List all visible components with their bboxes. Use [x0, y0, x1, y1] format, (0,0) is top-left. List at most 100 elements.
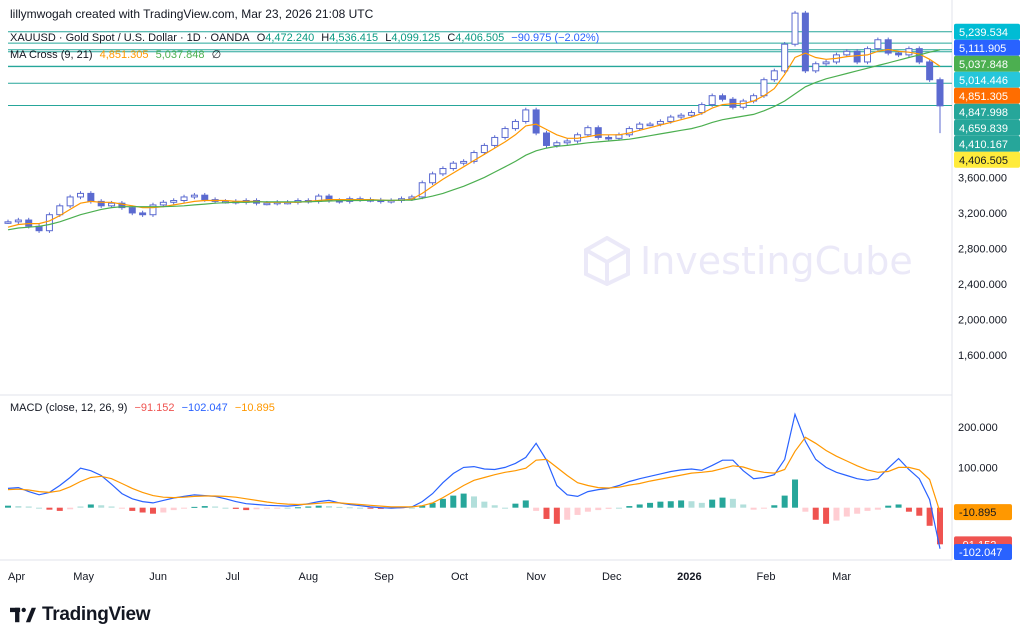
- candle[interactable]: [480, 143, 488, 155]
- candle[interactable]: [429, 171, 437, 185]
- macd-hist-bar[interactable]: [346, 507, 353, 509]
- macd-hist-bar[interactable]: [481, 501, 488, 508]
- macd-hist-bar[interactable]: [336, 506, 343, 508]
- macd-hist-bar[interactable]: [25, 506, 32, 508]
- macd-hist-bar[interactable]: [502, 507, 509, 509]
- macd-hist-bar[interactable]: [874, 507, 881, 510]
- candle[interactable]: [139, 210, 147, 217]
- candle[interactable]: [687, 110, 695, 118]
- candle[interactable]: [874, 37, 882, 51]
- macd-legend[interactable]: MACD (close, 12, 26, 9) −91.152 −102.047…: [10, 402, 279, 414]
- price-tag[interactable]: 5,111.905: [954, 39, 1020, 56]
- candle[interactable]: [791, 10, 799, 47]
- macd-hist-bar[interactable]: [118, 507, 125, 509]
- macd-hist-bar[interactable]: [471, 496, 477, 508]
- candle[interactable]: [542, 130, 550, 148]
- candle[interactable]: [646, 121, 654, 127]
- macd-hist-bar[interactable]: [823, 507, 830, 524]
- candle[interactable]: [884, 37, 892, 56]
- candle[interactable]: [491, 135, 499, 148]
- macd-hist-bar[interactable]: [460, 493, 467, 508]
- candle[interactable]: [97, 199, 105, 209]
- macd-hist-bar[interactable]: [222, 507, 229, 509]
- macd-hist-bar[interactable]: [67, 507, 74, 510]
- candle[interactable]: [812, 61, 820, 74]
- candle[interactable]: [822, 59, 830, 66]
- macd-hist-bar[interactable]: [129, 507, 136, 511]
- candle[interactable]: [149, 202, 157, 217]
- price-tag[interactable]: 4,406.505: [954, 151, 1020, 168]
- macd-hist-bar[interactable]: [522, 500, 529, 508]
- macd-hist-bar[interactable]: [615, 507, 622, 509]
- candle[interactable]: [801, 10, 809, 74]
- price-tag[interactable]: 4,847.998: [954, 103, 1020, 120]
- macd-hist-bar[interactable]: [574, 507, 581, 515]
- candle[interactable]: [439, 166, 447, 177]
- macd-hist-bar[interactable]: [160, 507, 167, 513]
- price-tag[interactable]: 5,037.848: [954, 55, 1020, 72]
- macd-tag[interactable]: -10.895: [954, 504, 1012, 521]
- macd-hist-bar[interactable]: [864, 507, 871, 511]
- macd-hist-bar[interactable]: [854, 507, 861, 514]
- macd-hist-bar[interactable]: [15, 506, 22, 508]
- macd-hist-bar[interactable]: [512, 503, 519, 508]
- macd-hist-bar[interactable]: [149, 507, 156, 514]
- candle[interactable]: [170, 198, 178, 205]
- candle[interactable]: [770, 68, 778, 82]
- macd-hist-bar[interactable]: [408, 507, 415, 509]
- macd-hist-bar[interactable]: [212, 506, 219, 508]
- candle[interactable]: [926, 59, 934, 82]
- macd-hist-bar[interactable]: [170, 507, 177, 511]
- macd-hist-bar[interactable]: [678, 500, 685, 508]
- macd-hist-bar[interactable]: [253, 507, 260, 510]
- macd-hist-bar[interactable]: [916, 507, 923, 516]
- macd-hist-bar[interactable]: [36, 507, 43, 509]
- ma-fast-line[interactable]: [7, 48, 941, 228]
- candle[interactable]: [677, 113, 685, 120]
- tradingview-logo[interactable]: TradingView: [10, 604, 151, 626]
- macd-hist-bar[interactable]: [56, 507, 63, 511]
- candle[interactable]: [418, 180, 426, 200]
- candle[interactable]: [470, 150, 478, 164]
- macd-hist-bar[interactable]: [294, 507, 301, 509]
- macd-hist-bar[interactable]: [926, 507, 933, 526]
- macd-hist-bar[interactable]: [191, 506, 198, 508]
- macd-hist-bar[interactable]: [729, 498, 736, 508]
- macd-hist-bar[interactable]: [843, 507, 850, 517]
- candle[interactable]: [190, 192, 198, 200]
- macd-hist-bar[interactable]: [243, 507, 250, 511]
- candle[interactable]: [625, 126, 633, 138]
- macd-line[interactable]: [7, 412, 941, 549]
- macd-hist-bar[interactable]: [439, 498, 446, 508]
- candle[interactable]: [159, 200, 167, 208]
- macd-hist-bar[interactable]: [429, 502, 436, 508]
- candle[interactable]: [719, 93, 727, 102]
- macd-hist-bar[interactable]: [201, 506, 208, 508]
- price-tag[interactable]: 5,014.446: [954, 71, 1020, 88]
- macd-hist-bar[interactable]: [937, 507, 943, 545]
- ma-slow-line[interactable]: [7, 49, 941, 231]
- candle[interactable]: [843, 49, 851, 58]
- macd-hist-bar[interactable]: [77, 506, 84, 508]
- candle[interactable]: [45, 212, 53, 233]
- macd-hist-bar[interactable]: [357, 507, 364, 509]
- macd-hist-bar[interactable]: [533, 507, 540, 511]
- macd-hist-bar[interactable]: [584, 507, 591, 512]
- candle[interactable]: [180, 194, 188, 203]
- price-tag[interactable]: 4,659.839: [954, 119, 1020, 136]
- candle[interactable]: [563, 138, 571, 146]
- price-tag[interactable]: 5,239.534: [954, 23, 1020, 40]
- candle[interactable]: [449, 160, 457, 171]
- candle[interactable]: [584, 125, 592, 138]
- macd-hist-bar[interactable]: [688, 501, 695, 508]
- macd-hist-bar[interactable]: [698, 502, 705, 508]
- price-tag[interactable]: 4,851.305: [954, 87, 1020, 104]
- macd-hist-bar[interactable]: [315, 505, 322, 508]
- symbol-legend[interactable]: XAUUSD · Gold Spot / U.S. Dollar · 1D · …: [10, 32, 603, 44]
- candle[interactable]: [511, 119, 519, 131]
- candle[interactable]: [708, 93, 716, 107]
- macd-hist-bar[interactable]: [740, 504, 747, 508]
- macd-hist-bar[interactable]: [802, 507, 809, 512]
- candle[interactable]: [532, 107, 540, 136]
